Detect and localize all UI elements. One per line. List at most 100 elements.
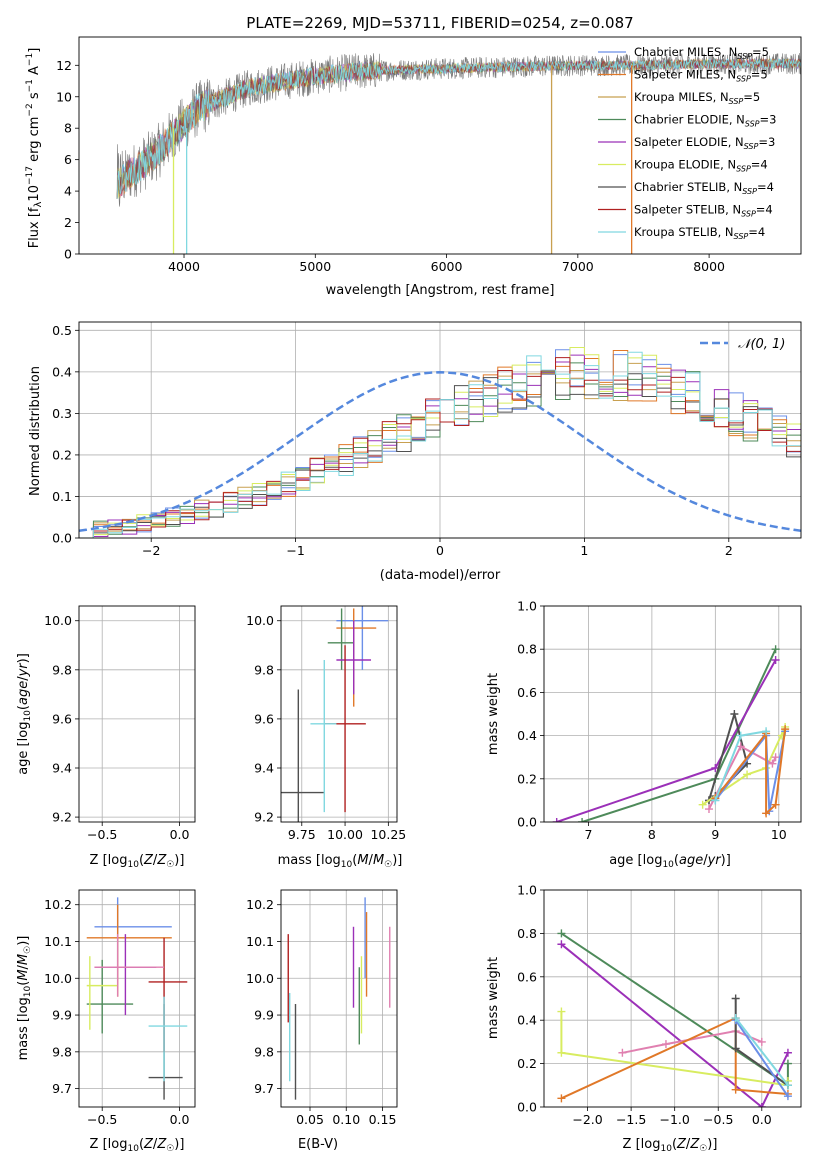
y-tick-label: 9.4 bbox=[254, 761, 274, 776]
legend-label: Salpeter ELODIE, NSSP=3 bbox=[634, 135, 775, 151]
age-z-ylabel: age [log10(age/yr)] bbox=[16, 653, 33, 775]
clipped-group bbox=[557, 929, 792, 1107]
y-tick-label: 10 bbox=[56, 89, 72, 104]
mw-z-ylabel: mass weight bbox=[486, 957, 501, 1039]
y-tick-label: 0.8 bbox=[517, 642, 537, 657]
y-tick-label: 9.6 bbox=[254, 711, 274, 726]
legend-label: Salpeter MILES, NSSP=5 bbox=[634, 68, 768, 84]
mass-vs-z-panel: −0.5 0.0 9.7 9.8 9.9 10.0 10.1 10.2 bbox=[44, 889, 196, 1127]
y-tick-label: 9.6 bbox=[52, 711, 72, 726]
x-tick-label: 0.0 bbox=[170, 1112, 190, 1127]
y-tick-label: 10.0 bbox=[44, 613, 72, 628]
legend-label: 𝒩(0, 1) bbox=[738, 337, 785, 352]
plus-marker bbox=[730, 710, 739, 718]
plus-marker bbox=[736, 742, 745, 751]
y-tick-label: 0 bbox=[64, 247, 72, 262]
axes-frame bbox=[543, 889, 802, 1108]
axes-frame bbox=[280, 605, 398, 823]
y-tick-label: 9.7 bbox=[254, 1081, 274, 1096]
plus-marker bbox=[743, 770, 752, 779]
axes-frame bbox=[78, 605, 196, 823]
y-tick-label: 0.6 bbox=[517, 969, 537, 984]
mass-weight-line bbox=[556, 659, 777, 822]
y-tick-label: 9.8 bbox=[52, 662, 72, 677]
x-tick-label: 10.25 bbox=[370, 827, 406, 842]
x-tick-label: −0.5 bbox=[87, 1112, 117, 1127]
x-tick-label: 0.10 bbox=[332, 1112, 360, 1127]
x-tick-label: −1.5 bbox=[616, 1112, 646, 1127]
histogram-step bbox=[79, 354, 801, 538]
plus-marker bbox=[783, 1092, 792, 1101]
massweight-vs-age-panel: 7 8 9 10 0.0 0.2 0.4 0.6 0.8 1.0 bbox=[517, 599, 802, 842]
y-tick-label: 10.1 bbox=[246, 934, 274, 949]
ebv-xlabel: E(B-V) bbox=[298, 1137, 338, 1152]
legend-label: Salpeter STELIB, NSSP=4 bbox=[634, 203, 773, 219]
spectrum-ylabel: Flux [fλ10−17 erg cm−2 s−1 A−1] bbox=[25, 48, 44, 249]
y-tick-label: 9.7 bbox=[52, 1081, 72, 1096]
x-tick-label: −2 bbox=[142, 543, 160, 558]
x-tick-label: 0.15 bbox=[369, 1112, 397, 1127]
plus-marker bbox=[557, 1094, 566, 1103]
y-tick-label: 0.2 bbox=[517, 771, 537, 786]
plus-marker bbox=[783, 1081, 792, 1090]
clipped-group bbox=[287, 897, 391, 1100]
model-spectrum-line bbox=[116, 58, 801, 199]
plus-marker bbox=[661, 1040, 670, 1049]
massweight-vs-z-panel: −2.0 −1.5 −1.0 −0.5 0.0 0.0 0.2 0.4 0.6 0.8 1.0 bbox=[517, 883, 802, 1127]
y-tick-label: 9.8 bbox=[254, 1044, 274, 1059]
plus-marker bbox=[731, 1044, 740, 1053]
mass-weight-line bbox=[560, 1016, 788, 1100]
histogram-step bbox=[79, 362, 801, 538]
plus-marker bbox=[768, 759, 777, 768]
x-tick-label: 9.75 bbox=[288, 827, 316, 842]
plus-marker bbox=[552, 818, 561, 822]
y-tick-label: 0.2 bbox=[52, 447, 72, 462]
plus-marker bbox=[771, 753, 780, 762]
y-tick-label: 0.4 bbox=[517, 1013, 537, 1028]
histogram-ylabel: Normed distribution bbox=[28, 366, 43, 496]
y-tick-label: 9.8 bbox=[52, 1044, 72, 1059]
plus-marker bbox=[783, 1048, 792, 1057]
spectrum-title: PLATE=2269, MJD=53711, FIBERID=0254, z=0… bbox=[246, 14, 633, 32]
age-vs-z-panel: −0.5 0.0 9.2 9.4 9.6 9.8 10.0 bbox=[44, 605, 196, 842]
y-tick-label: 10.2 bbox=[44, 897, 72, 912]
plus-marker bbox=[731, 1014, 740, 1023]
y-tick-label: 0.0 bbox=[52, 531, 72, 546]
clipped-group bbox=[552, 645, 790, 822]
x-tick-label: 0.0 bbox=[752, 1112, 772, 1127]
plus-marker bbox=[757, 1103, 766, 1107]
clipped-group bbox=[79, 346, 801, 538]
y-tick-label: 10.0 bbox=[44, 971, 72, 986]
y-tick-label: 0.4 bbox=[52, 364, 72, 379]
clipped-group bbox=[116, 52, 801, 254]
plus-marker bbox=[762, 809, 771, 818]
y-tick-label: 10.1 bbox=[44, 934, 72, 949]
x-tick-label: −1.0 bbox=[659, 1112, 689, 1127]
histogram-plot-area: −2 −1 0 1 2 0.0 0.1 0.2 0.3 0.4 0.5 𝒩(0, 1) bbox=[52, 321, 802, 558]
plus-marker bbox=[783, 1059, 792, 1068]
legend-label: Chabrier ELODIE, NSSP=3 bbox=[634, 113, 776, 129]
x-tick-label: −0.5 bbox=[87, 827, 117, 842]
clipped-group bbox=[86, 897, 188, 1100]
mass-vs-ebv-plot-area: 0.05 0.10 0.15 9.7 9.8 9.9 10.0 10.1 10.2 bbox=[246, 889, 398, 1127]
x-tick-label: 0 bbox=[436, 543, 444, 558]
mass-z-ylabel: mass [log10(M/M☉)] bbox=[16, 936, 33, 1061]
massweight-vs-age-plot-area: 7 8 9 10 0.0 0.2 0.4 0.6 0.8 1.0 bbox=[517, 599, 802, 842]
x-tick-label: −0.5 bbox=[703, 1112, 733, 1127]
age-vs-mass-plot-area: 9.75 10.00 10.25 9.2 9.4 9.6 9.8 10.0 bbox=[246, 605, 406, 842]
age-mass-xlabel: mass [log10(M/M☉)] bbox=[278, 853, 403, 870]
histogram-step bbox=[79, 362, 801, 538]
plus-marker bbox=[704, 805, 713, 814]
x-tick-label: 0.05 bbox=[296, 1112, 324, 1127]
x-tick-label: 9 bbox=[711, 827, 719, 842]
y-tick-label: 0.2 bbox=[517, 1056, 537, 1071]
normal-curve bbox=[79, 371, 801, 532]
axes-frame bbox=[78, 36, 802, 255]
mass-vs-z-plot-area: −0.5 0.0 9.7 9.8 9.9 10.0 10.1 10.2 bbox=[44, 889, 196, 1127]
x-tick-label: 2 bbox=[725, 543, 733, 558]
x-tick-label: 4000 bbox=[168, 259, 200, 274]
legend-label: Kroupa ELODIE, NSSP=4 bbox=[634, 158, 768, 174]
y-tick-label: 9.9 bbox=[254, 1008, 274, 1023]
x-tick-label: 8 bbox=[648, 827, 656, 842]
